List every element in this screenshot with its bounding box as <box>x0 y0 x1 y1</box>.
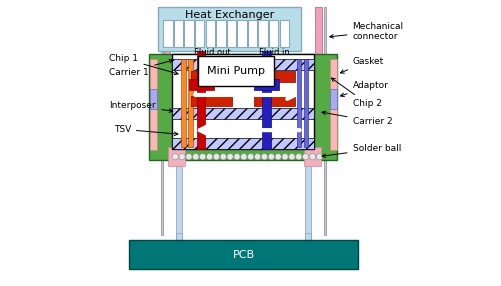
Bar <box>247 20 257 47</box>
Bar <box>161 7 163 235</box>
Bar <box>254 96 295 106</box>
Bar <box>172 138 313 149</box>
Bar <box>254 71 295 82</box>
Bar <box>158 7 301 51</box>
Circle shape <box>213 154 219 160</box>
Bar <box>150 89 156 109</box>
Bar <box>323 7 325 235</box>
Bar <box>196 51 205 149</box>
Text: Interposer: Interposer <box>109 101 172 112</box>
Bar <box>175 149 181 240</box>
Bar <box>226 20 235 47</box>
Bar <box>163 20 172 47</box>
Circle shape <box>206 154 212 160</box>
Circle shape <box>172 154 178 160</box>
Circle shape <box>261 154 267 160</box>
Circle shape <box>233 154 239 160</box>
Circle shape <box>268 154 274 160</box>
Circle shape <box>275 154 281 160</box>
Text: Mini Pump: Mini Pump <box>206 66 265 76</box>
Circle shape <box>178 154 185 160</box>
Text: Carrier 1: Carrier 1 <box>109 59 172 77</box>
Bar <box>188 79 213 90</box>
Bar <box>180 59 185 147</box>
Bar <box>315 7 321 150</box>
Circle shape <box>309 154 315 160</box>
Bar <box>172 59 313 70</box>
Bar <box>258 20 268 47</box>
Text: Solder ball: Solder ball <box>322 144 400 158</box>
Circle shape <box>226 154 233 160</box>
Circle shape <box>219 154 226 160</box>
Bar <box>305 149 311 240</box>
Text: Heat Exchanger: Heat Exchanger <box>184 10 274 20</box>
Bar <box>129 240 358 269</box>
Bar <box>172 54 313 149</box>
Bar <box>330 89 336 109</box>
Text: Fluid in: Fluid in <box>258 48 289 57</box>
Bar <box>175 233 181 269</box>
Bar <box>172 108 313 119</box>
Bar <box>262 51 271 149</box>
Bar <box>194 20 204 47</box>
Bar <box>198 56 274 86</box>
Circle shape <box>192 154 198 160</box>
Bar <box>190 96 232 106</box>
Text: PCB: PCB <box>232 250 255 259</box>
Bar <box>296 59 301 147</box>
Text: Adaptor: Adaptor <box>340 81 388 97</box>
Bar <box>253 66 271 79</box>
Bar <box>188 59 192 147</box>
Text: Chip 1: Chip 1 <box>109 54 178 75</box>
Bar <box>190 71 232 82</box>
Bar <box>168 147 185 166</box>
Text: Chip 2: Chip 2 <box>331 78 381 108</box>
Bar <box>269 20 278 47</box>
Bar <box>279 20 289 47</box>
Bar <box>173 20 183 47</box>
Bar <box>149 54 336 160</box>
Text: TSV: TSV <box>114 125 177 136</box>
Circle shape <box>282 154 288 160</box>
Bar <box>150 59 156 150</box>
Text: Carrier 2: Carrier 2 <box>321 111 391 126</box>
Bar <box>303 147 321 166</box>
Circle shape <box>316 154 322 160</box>
Circle shape <box>240 154 246 160</box>
Circle shape <box>247 154 254 160</box>
Circle shape <box>254 154 260 160</box>
Bar <box>303 59 308 147</box>
Bar <box>305 233 311 269</box>
Text: Fluid out: Fluid out <box>193 48 230 57</box>
Circle shape <box>185 154 192 160</box>
Bar <box>330 59 336 150</box>
Bar <box>205 20 214 47</box>
Bar <box>254 79 278 90</box>
Text: Gasket: Gasket <box>340 57 383 73</box>
Circle shape <box>302 154 308 160</box>
Circle shape <box>199 154 205 160</box>
Circle shape <box>295 154 301 160</box>
Bar <box>215 20 225 47</box>
Bar <box>237 20 246 47</box>
Bar <box>184 20 193 47</box>
Circle shape <box>288 154 295 160</box>
Bar <box>163 7 170 150</box>
Text: Mechanical
connector: Mechanical connector <box>329 22 403 41</box>
